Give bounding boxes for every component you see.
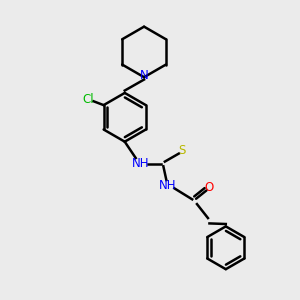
- Text: NH: NH: [159, 179, 177, 192]
- Text: O: O: [205, 181, 214, 194]
- Text: S: S: [178, 144, 185, 157]
- Text: NH: NH: [132, 158, 150, 170]
- Text: N: N: [140, 69, 149, 82]
- Text: Cl: Cl: [82, 93, 94, 106]
